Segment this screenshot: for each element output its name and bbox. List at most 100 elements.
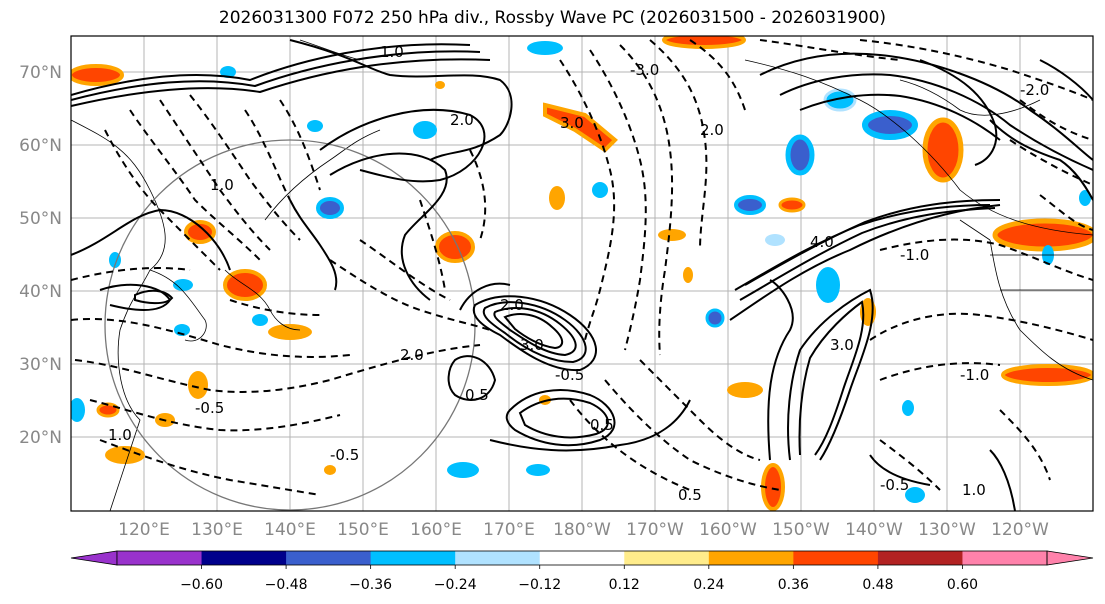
colorbar-bin bbox=[286, 551, 372, 565]
contour-label: -0.5 bbox=[880, 476, 909, 494]
contour-label: 1.0 bbox=[108, 426, 132, 444]
colorbar-tick-label: −0.36 bbox=[349, 577, 392, 593]
colorbar-tick-label: 0.12 bbox=[609, 577, 640, 593]
colorbar-tick-label: −0.24 bbox=[434, 577, 477, 593]
shade-positive bbox=[727, 382, 763, 398]
shade-negative bbox=[447, 462, 479, 478]
contour-label: 2.0 bbox=[700, 121, 724, 139]
colorbar-arrow-right bbox=[1046, 550, 1094, 566]
shade-negative bbox=[862, 110, 918, 140]
colorbar-bin bbox=[201, 551, 287, 565]
lon-label: 120°W bbox=[991, 520, 1049, 540]
contour-label: -2.0 bbox=[1020, 81, 1049, 99]
shade-negative bbox=[527, 41, 563, 55]
shade-positive bbox=[922, 117, 964, 183]
contour-label: 3.0 bbox=[560, 114, 584, 132]
lat-label: 40°N bbox=[19, 282, 62, 302]
lon-label: 170°W bbox=[626, 520, 684, 540]
divergence-shading bbox=[71, 36, 1093, 511]
shade-negative bbox=[592, 182, 608, 198]
lon-label: 170°E bbox=[483, 520, 535, 540]
shade-negative bbox=[316, 197, 344, 219]
shade-negative bbox=[71, 398, 85, 422]
lon-label: 150°W bbox=[772, 520, 830, 540]
shade-negative bbox=[307, 120, 323, 132]
shade-positive bbox=[71, 64, 124, 86]
lat-label: 30°N bbox=[19, 355, 62, 375]
colorbar: −0.60 −0.48 −0.36 −0.24 −0.12 0.12 0.24 0.36 0.4… bbox=[70, 550, 1094, 593]
positive-contours bbox=[71, 39, 1093, 511]
colorbar-bin bbox=[455, 551, 541, 565]
contour-label: -0.5 bbox=[330, 446, 359, 464]
lon-label: 120°E bbox=[118, 520, 170, 540]
shade-negative bbox=[252, 314, 268, 326]
colorbar-bin bbox=[793, 551, 879, 565]
shade-positive bbox=[549, 186, 565, 210]
shade-positive bbox=[435, 231, 475, 263]
map-frame bbox=[70, 35, 1094, 512]
lat-label: 20°N bbox=[19, 428, 62, 448]
colorbar-tick-label: 0.48 bbox=[862, 577, 893, 593]
colorbar-bin bbox=[539, 551, 625, 565]
lon-label: 130°E bbox=[191, 520, 243, 540]
shade-positive bbox=[658, 229, 686, 241]
shade-negative bbox=[413, 121, 437, 139]
shade-positive bbox=[778, 197, 806, 213]
negative-contours bbox=[71, 39, 1093, 496]
lat-label: 50°N bbox=[19, 209, 62, 229]
shade-positive bbox=[105, 446, 145, 464]
contour-label: -0.5 bbox=[195, 399, 224, 417]
colorbar-tick-label: −0.48 bbox=[265, 577, 308, 593]
lon-label: 180°W bbox=[553, 520, 611, 540]
shade-positive bbox=[324, 465, 336, 475]
contour-label: 2.0 bbox=[400, 346, 424, 364]
contour-label: 4.0 bbox=[810, 233, 834, 251]
lon-label: 160°W bbox=[699, 520, 757, 540]
lon-label: 130°W bbox=[918, 520, 976, 540]
contour-label: -0.5 bbox=[555, 366, 584, 384]
lat-label: 70°N bbox=[19, 63, 62, 83]
shade-positive bbox=[184, 220, 216, 244]
shade-positive bbox=[268, 324, 312, 340]
contour-label: 1.0 bbox=[962, 481, 986, 499]
shade-negative bbox=[765, 234, 785, 246]
shade-positive bbox=[662, 36, 746, 49]
colorbar-tick-label: −0.60 bbox=[180, 577, 223, 593]
contour-labels: 1.0 2.0 3.0 4.0 2.0 3.0 0.5 -0.5 -0.5 -1… bbox=[108, 43, 1049, 504]
contour-label: -3.0 bbox=[630, 61, 659, 79]
shade-negative bbox=[823, 88, 857, 112]
colorbar-frame bbox=[116, 550, 1048, 566]
contour-label: 0.5 bbox=[678, 486, 702, 504]
shade-negative bbox=[526, 464, 550, 476]
colorbar-tick-label: −0.12 bbox=[518, 577, 561, 593]
shade-negative bbox=[173, 279, 193, 291]
map-title: 2026031300 F072 250 hPa div., Rossby Wav… bbox=[218, 8, 887, 28]
longitude-labels: 120°E 130°E 140°E 150°E 160°E 170°E 180°W 170°W… bbox=[118, 520, 1049, 540]
contour-label: 1.0 bbox=[380, 43, 404, 61]
contour-label: 3.0 bbox=[830, 336, 854, 354]
colorbar-bin bbox=[624, 551, 710, 565]
shade-negative bbox=[1079, 190, 1091, 206]
contour-label: -1.0 bbox=[900, 246, 929, 264]
colorbar-bin bbox=[117, 551, 203, 565]
contour-label: 2.0 bbox=[450, 111, 474, 129]
contour-label: 2.0 bbox=[500, 296, 524, 314]
contour-label: 1.0 bbox=[210, 176, 234, 194]
lat-label: 60°N bbox=[19, 136, 62, 156]
lon-label: 140°E bbox=[264, 520, 316, 540]
colorbar-tick-label: 0.24 bbox=[693, 577, 724, 593]
colorbar-bin bbox=[370, 551, 456, 565]
shade-negative bbox=[734, 195, 766, 215]
lon-label: 150°E bbox=[337, 520, 389, 540]
colorbar-bin bbox=[962, 551, 1048, 565]
colorbar-tick-label: 0.60 bbox=[947, 577, 978, 593]
contour-label: -1.0 bbox=[960, 366, 989, 384]
colorbar-bin bbox=[877, 551, 963, 565]
colorbar-arrow-left bbox=[70, 550, 118, 566]
colorbar-bin bbox=[708, 551, 794, 565]
contour-label: 3.0 bbox=[520, 336, 544, 354]
lon-label: 140°W bbox=[845, 520, 903, 540]
lon-label: 160°E bbox=[410, 520, 462, 540]
shade-negative bbox=[905, 487, 925, 503]
